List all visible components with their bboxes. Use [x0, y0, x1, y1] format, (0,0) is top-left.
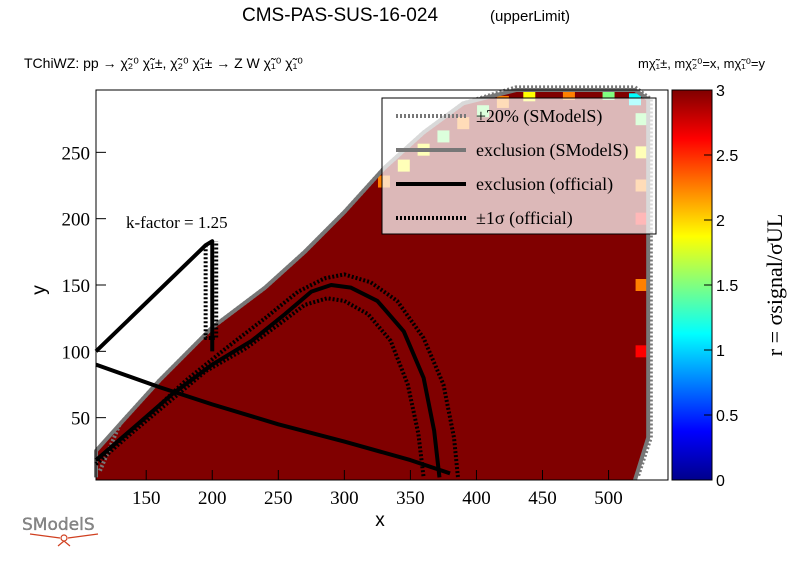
legend-label: exclusion (official): [476, 174, 613, 195]
legend-label: ±1σ (official): [476, 208, 573, 229]
z-tick-label: 0: [716, 473, 725, 490]
z-tick-label: 3: [716, 83, 725, 100]
y-tick-label: 100: [62, 342, 91, 363]
mass-note: mχ̃₁±, mχ̃₂⁰=x, mχ̃₁⁰=y: [638, 56, 765, 71]
x-tick-label: 150: [132, 488, 161, 509]
x-tick-label: 400: [462, 488, 491, 509]
y-tick-label: 150: [62, 276, 91, 297]
legend-label: ±20% (SModelS): [476, 106, 602, 127]
z-tick-label: 1.5: [716, 278, 738, 295]
logo-diagram-icon: [29, 533, 99, 547]
z-tick-label: 1: [716, 343, 725, 360]
process-label: TChiWZ: pp → χ̃₂⁰ χ̃₁±, χ̃₂⁰ χ̃₁± → Z W …: [24, 55, 303, 71]
contour-line-1: [94, 88, 651, 481]
y-tick-label: 250: [62, 143, 91, 164]
x-axis-label: x: [375, 510, 385, 531]
x-tick-label: 200: [198, 488, 227, 509]
x-tick-label: 450: [528, 488, 557, 509]
contour-line-4: [94, 296, 426, 478]
x-tick-label: 350: [396, 488, 425, 509]
heatmap-cell: [635, 279, 648, 291]
legend-label: exclusion (SModelS): [476, 140, 629, 161]
chart-subtitle: (upperLimit): [490, 8, 570, 25]
smodels-logo: SModelS: [20, 508, 110, 548]
legend: ±20% (SModelS) exclusion (SModelS) exclusi…: [381, 97, 657, 235]
x-tick-label: 500: [594, 488, 623, 509]
z-tick-label: 2.5: [716, 148, 738, 165]
color-scale-axis: 0 0.5 1 1.5 2 2.5 3: [704, 83, 738, 490]
heatmap-cell: [635, 345, 648, 358]
logo-text: SModelS: [22, 515, 95, 535]
contour-line-7: [95, 362, 451, 476]
z-axis-label: r = σsignal/σUL: [762, 214, 787, 356]
k-factor-annotation: k-factor = 1.25: [126, 213, 228, 232]
y-axis: 50 100 150 200 250: [62, 143, 106, 430]
logo-node-icon: [60, 534, 68, 542]
x-tick-label: 250: [264, 488, 293, 509]
chart-title: CMS-PAS-SUS-16-024: [242, 5, 438, 26]
x-axis: 150 200 250 300 350 400 450 500: [132, 470, 623, 509]
y-axis-label: y: [29, 285, 50, 295]
y-tick-label: 200: [62, 210, 91, 231]
z-tick-label: 0.5: [716, 408, 738, 425]
legend-box: [381, 97, 657, 235]
x-tick-label: 300: [330, 488, 359, 509]
contour-line-5: [94, 239, 215, 353]
y-tick-label: 50: [71, 409, 90, 430]
z-tick-label: 2: [716, 213, 725, 230]
